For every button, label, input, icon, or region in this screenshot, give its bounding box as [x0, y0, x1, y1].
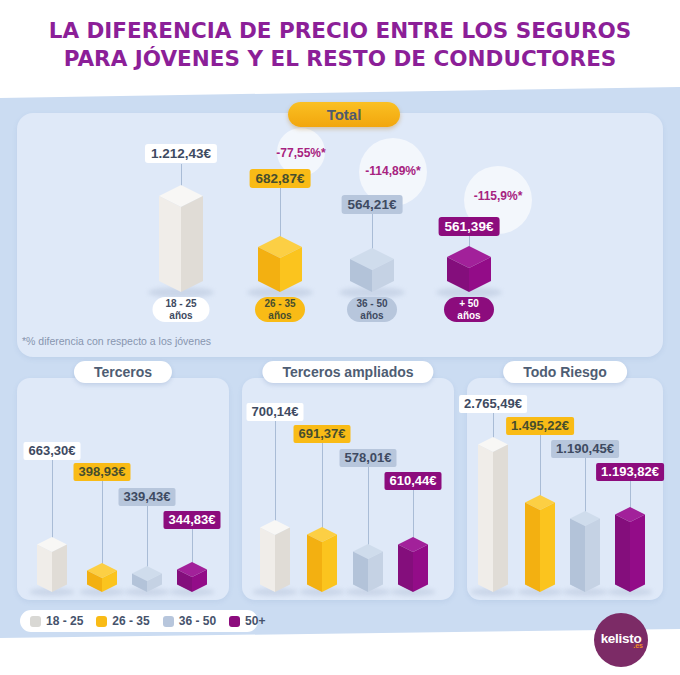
- connector-line: [192, 529, 193, 566]
- legend-swatch: [163, 616, 174, 627]
- page-title: LA DIFERENCIA DE PRECIO ENTRE LOS SEGURO…: [0, 17, 680, 73]
- connector-line: [102, 481, 103, 567]
- bar-column: [447, 246, 491, 292]
- connector-line: [540, 435, 541, 499]
- value-label: 691,37€: [294, 425, 351, 443]
- legend: 18 - 2526 - 3536 - 5050+: [20, 610, 258, 632]
- bar-column: [37, 537, 67, 592]
- bar-column: [615, 507, 645, 592]
- bar-column: [478, 437, 508, 592]
- legend-swatch: [229, 616, 240, 627]
- value-label: 1.190,45€: [551, 440, 619, 458]
- age-pill-line1: 36 - 50: [347, 298, 397, 310]
- age-pill-line1: 26 - 35: [255, 298, 305, 310]
- value-label: 610,44€: [385, 472, 442, 490]
- percent-label: -115,9%*: [474, 189, 523, 203]
- bar-column: [258, 236, 302, 292]
- bar-column: [87, 563, 117, 592]
- kelisto-logo: kelisto .es: [594, 613, 648, 667]
- bar-column: [132, 566, 162, 592]
- total-panel: [17, 113, 663, 357]
- age-pill-line2: años: [444, 310, 494, 322]
- connector-line: [322, 443, 323, 531]
- value-label: 700,14€: [247, 403, 304, 421]
- value-label: 1.193,82€: [596, 463, 664, 481]
- age-pill: 36 - 50años: [347, 297, 397, 322]
- legend-item: 50+: [229, 614, 265, 628]
- panel-todo-riesgo-title: Todo Riesgo: [503, 361, 627, 383]
- age-pill: 26 - 35años: [255, 297, 305, 322]
- age-pill-line2: años: [347, 310, 397, 322]
- bar-column: [398, 537, 428, 592]
- bar-column: [307, 527, 337, 592]
- legend-label: 26 - 35: [112, 614, 149, 628]
- age-pill: + 50años: [444, 297, 494, 322]
- value-label: 398,93€: [74, 463, 131, 481]
- total-panel-title: Total: [288, 102, 400, 127]
- connector-line: [413, 490, 414, 541]
- panel-terceros-ampliados-title: Terceros ampliados: [262, 361, 433, 383]
- bar-column: [177, 562, 207, 592]
- value-label: 2.765,49€: [459, 395, 527, 413]
- legend-item: 18 - 25: [30, 614, 83, 628]
- value-label: 663,30€: [24, 442, 81, 460]
- value-label: 1.212,43€: [145, 144, 217, 163]
- value-label: 578,01€: [340, 449, 397, 467]
- bar-column: [353, 544, 383, 592]
- connector-line: [280, 188, 281, 240]
- percent-label: -114,89%*: [365, 164, 420, 178]
- value-label: 1.495,22€: [506, 417, 574, 435]
- bar-column: [525, 495, 555, 592]
- legend-label: 18 - 25: [46, 614, 83, 628]
- connector-line: [275, 421, 276, 524]
- value-label: 564,21€: [342, 195, 403, 214]
- footnote: *% diferencia con respecto a los jóvenes: [22, 335, 211, 347]
- value-label: 344,83€: [164, 511, 221, 529]
- bar-column: [350, 248, 394, 292]
- connector-line: [147, 506, 148, 570]
- legend-label: 50+: [245, 614, 265, 628]
- value-label: 339,43€: [119, 488, 176, 506]
- bar-column: [159, 185, 203, 292]
- bar-column: [570, 511, 600, 592]
- connector-line: [372, 214, 373, 252]
- age-pill-line2: años: [255, 310, 305, 322]
- legend-label: 36 - 50: [179, 614, 216, 628]
- age-pill-line1: + 50: [444, 298, 494, 310]
- legend-item: 36 - 50: [163, 614, 216, 628]
- connector-line: [368, 467, 369, 548]
- value-label: 561,39€: [439, 217, 500, 236]
- legend-swatch: [30, 616, 41, 627]
- connector-line: [52, 460, 53, 541]
- percent-label: -77,55%*: [276, 146, 325, 160]
- age-pill-line1: 18 - 25: [153, 298, 210, 310]
- logo-tld: .es: [633, 642, 643, 649]
- age-pill: 18 - 25años: [153, 297, 210, 322]
- value-label: 682,87€: [250, 169, 311, 188]
- bar-column: [260, 520, 290, 592]
- infographic: LA DIFERENCIA DE PRECIO ENTRE LOS SEGURO…: [0, 0, 680, 675]
- connector-line: [585, 458, 586, 515]
- legend-swatch: [96, 616, 107, 627]
- legend-item: 26 - 35: [96, 614, 149, 628]
- age-pill-line2: años: [153, 310, 210, 322]
- panel-terceros-title: Terceros: [74, 361, 172, 383]
